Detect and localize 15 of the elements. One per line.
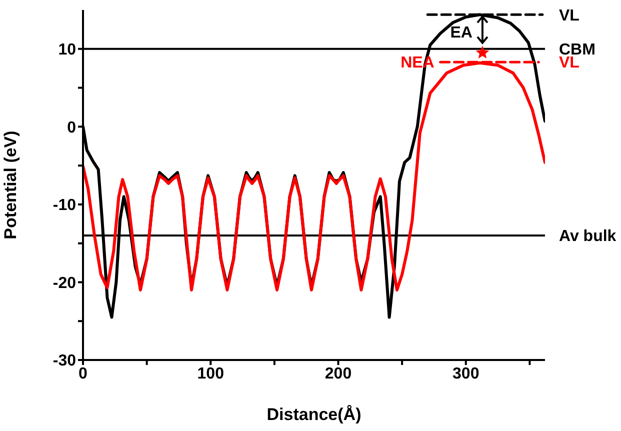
x-tick-label: 100 (197, 365, 224, 382)
y-tick-label: -20 (52, 274, 76, 292)
y-tick-label: -10 (52, 197, 76, 214)
series-label: VL (559, 7, 580, 24)
x-tick-label: 300 (452, 365, 480, 382)
x-axis-title: Distance(Å) (266, 405, 362, 424)
x-tick-label: 200 (324, 365, 352, 382)
y-tick-label: -30 (52, 352, 76, 370)
annotation: EA (450, 24, 473, 42)
y-axis-title: Potential (eV) (1, 130, 20, 240)
series-label: VL (559, 54, 580, 72)
x-tick-label: 0 (78, 365, 88, 382)
y-tick-label: 0 (67, 119, 76, 136)
y-tick-label: 10 (58, 42, 76, 59)
ref-line-label: Av bulk (559, 228, 616, 246)
